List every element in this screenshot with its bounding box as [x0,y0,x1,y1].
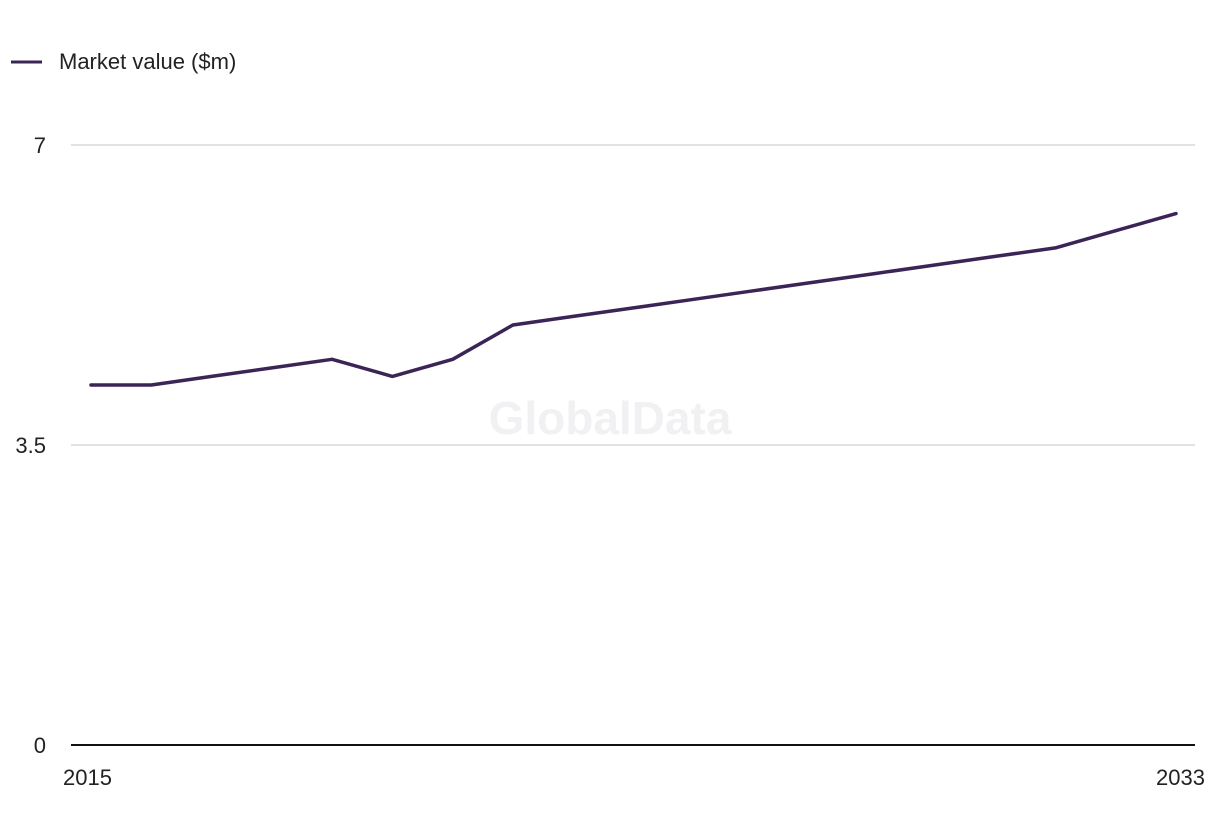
data-point [873,272,877,276]
data-point [993,254,997,258]
y-tick-label: 0 [34,733,46,758]
y-axis: 03.57 [15,133,46,758]
x-tick-label: 2015 [63,765,112,790]
data-point [149,383,153,387]
data-point [89,383,93,387]
series-line [89,211,1178,387]
data-point [1114,229,1118,233]
series-layer [89,211,1178,387]
x-tick-label: 2033 [1156,765,1205,790]
legend: Market value ($m) [11,49,236,74]
data-point [210,374,214,378]
data-point [812,280,816,284]
data-point [632,306,635,310]
data-point [752,289,756,293]
data-point [692,297,696,301]
x-axis: 2015 2033 [63,765,1205,790]
data-point [933,263,937,267]
data-point [330,357,334,361]
legend-label: Market value ($m) [59,49,236,74]
data-point [511,323,515,327]
data-point [1053,246,1057,250]
watermark: GlobalData [489,392,732,444]
gridlines [71,144,1195,746]
y-tick-label: 7 [34,133,46,158]
data-point [390,374,394,378]
data-point [1174,212,1178,216]
data-point [270,366,274,370]
data-point [571,314,575,318]
data-point [451,357,455,361]
y-tick-label: 3.5 [15,433,46,458]
